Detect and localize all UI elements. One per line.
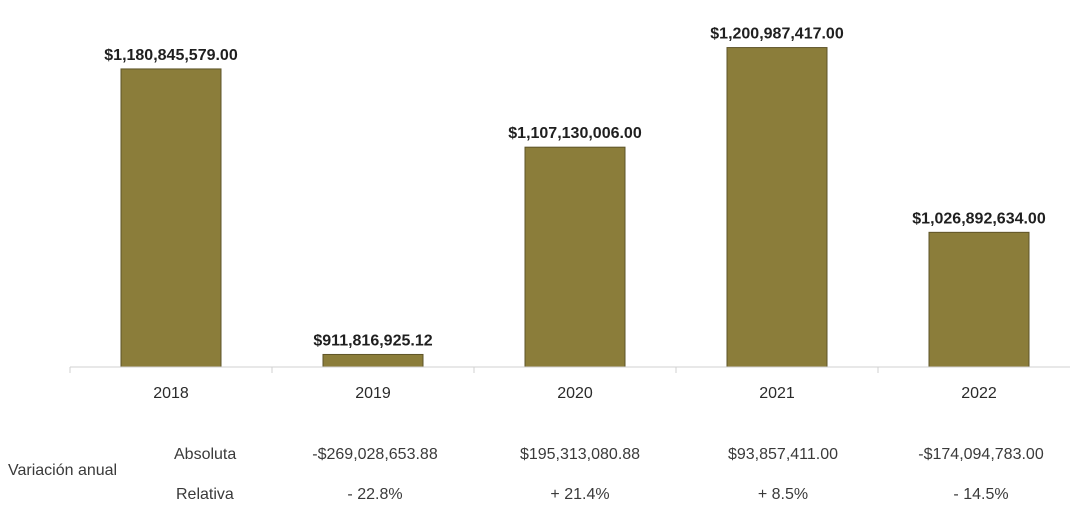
absolute-2022: -$174,094,783.00 xyxy=(918,446,1044,463)
bar-2018 xyxy=(120,68,222,368)
x-tick-label-2022: 2022 xyxy=(961,385,997,402)
bar-2022 xyxy=(928,231,1030,368)
x-tick-label-2019: 2019 xyxy=(355,385,391,402)
data-label-2018: $1,180,845,579.00 xyxy=(104,47,238,64)
bar-2019 xyxy=(322,353,424,368)
relative-2021: + 8.5% xyxy=(758,486,808,503)
absolute-row-label: Absoluta xyxy=(174,446,236,463)
variation-title: Variación anual xyxy=(8,462,117,479)
absolute-2021: $93,857,411.00 xyxy=(728,446,838,463)
x-tick-label-2021: 2021 xyxy=(759,385,795,402)
data-label-2021: $1,200,987,417.00 xyxy=(710,26,844,43)
relative-2019: - 22.8% xyxy=(347,486,402,503)
x-tick-label-2020: 2020 xyxy=(557,385,593,402)
bars-layer xyxy=(120,47,1030,368)
absolute-2019: -$269,028,653.88 xyxy=(312,446,438,463)
relative-2020: + 21.4% xyxy=(550,486,609,503)
absolute-2020: $195,313,080.88 xyxy=(520,446,640,463)
x-ticks-layer xyxy=(69,367,879,373)
x-tick-label-2018: 2018 xyxy=(153,385,189,402)
data-labels-layer: $1,180,845,579.00 $911,816,925.12 $1,107,1… xyxy=(104,26,1046,350)
x-tick-labels-layer: 2018 2019 2020 2021 2022 xyxy=(153,385,997,402)
relative-2022: - 14.5% xyxy=(953,486,1008,503)
data-label-2022: $1,026,892,634.00 xyxy=(912,210,1046,227)
data-label-2020: $1,107,130,006.00 xyxy=(508,125,642,142)
data-label-2019: $911,816,925.12 xyxy=(313,332,432,349)
bar-2021 xyxy=(726,47,828,368)
relative-row-label: Relativa xyxy=(176,486,234,503)
annual-variation-table: Variación anual Absoluta Relativa -$269,… xyxy=(8,446,1044,503)
bar-2020 xyxy=(524,146,626,368)
